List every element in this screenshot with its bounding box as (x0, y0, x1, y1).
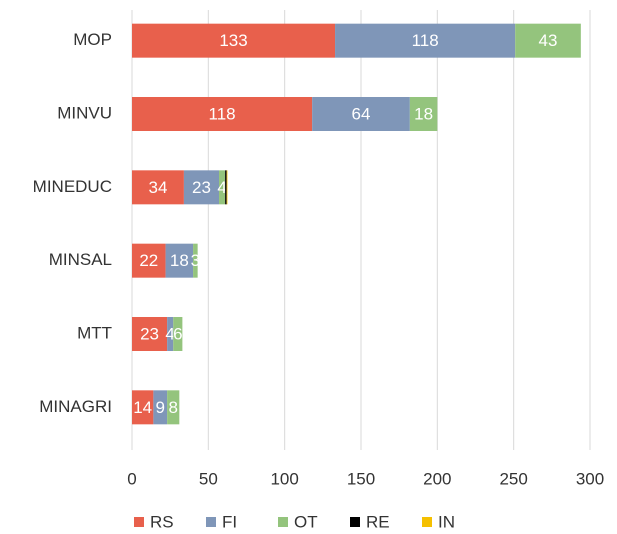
bar-segment (153, 390, 168, 425)
legend-swatch (206, 517, 216, 527)
bar-segment (132, 97, 313, 131)
data-label: 6 (173, 324, 182, 343)
bar-segment (515, 23, 581, 58)
y-tick-label: MINEDUC (33, 177, 112, 196)
x-tick-label: 100 (270, 469, 298, 488)
legend-label: OT (294, 512, 318, 531)
data-label: 23 (140, 324, 159, 343)
bar-segment (226, 170, 228, 205)
bar-segment (173, 317, 183, 351)
bar-segment (312, 97, 410, 131)
legend-swatch (350, 517, 360, 527)
bar-segment (132, 243, 166, 278)
bar-segment (193, 243, 198, 278)
bar-segment (219, 170, 226, 205)
bar-segment (409, 97, 438, 131)
data-label: 4 (217, 178, 226, 197)
bar-segment (132, 170, 184, 205)
legend-swatch (134, 517, 144, 527)
legend-swatch (278, 517, 288, 527)
y-tick-label: MINVU (57, 103, 112, 122)
data-label: 14 (133, 398, 152, 417)
data-label: 118 (209, 104, 236, 123)
data-label: 3 (191, 251, 200, 270)
x-tick-label: 0 (127, 469, 136, 488)
data-label: 4 (165, 324, 174, 343)
bar-segment (225, 170, 227, 205)
bar-segment (167, 390, 180, 425)
bar-segment (132, 390, 154, 425)
x-tick-label: 200 (423, 469, 451, 488)
data-label: 133 (219, 31, 247, 50)
x-tick-label: 150 (347, 469, 375, 488)
data-label: 34 (148, 178, 167, 197)
legend-swatch (422, 517, 432, 527)
y-tick-label: MTT (77, 323, 112, 342)
bar-segment (167, 317, 174, 351)
legend-label: FI (222, 512, 237, 531)
x-tick-label: 300 (576, 469, 604, 488)
data-label: 9 (156, 398, 165, 417)
legend-label: RS (150, 512, 174, 531)
data-label: 8 (168, 398, 177, 417)
data-label: 23 (192, 178, 211, 197)
legend-label: IN (438, 512, 455, 531)
bar-segment (132, 317, 168, 351)
x-tick-label: 50 (199, 469, 218, 488)
x-tick-label: 250 (499, 469, 527, 488)
data-label: 118 (412, 31, 439, 50)
y-tick-label: MINAGRI (39, 397, 112, 416)
data-label: 18 (170, 251, 189, 270)
legend-label: RE (366, 512, 390, 531)
bar-segment (132, 23, 336, 58)
data-label: 64 (352, 104, 371, 123)
bar-segment (165, 243, 194, 278)
data-label: 43 (539, 31, 558, 50)
data-label: 22 (139, 251, 158, 270)
data-label: 18 (414, 104, 433, 123)
bar-segment (183, 170, 220, 205)
y-tick-label: MOP (73, 30, 112, 49)
bar-segment (335, 23, 516, 58)
y-tick-label: MINSAL (49, 250, 112, 269)
